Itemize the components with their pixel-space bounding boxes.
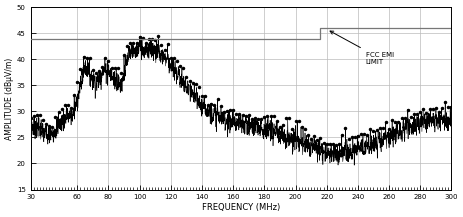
Y-axis label: AMPLITUDE (dBμV/m): AMPLITUDE (dBμV/m) [5,57,14,140]
Text: FCC EMI
LIMIT: FCC EMI LIMIT [330,31,394,65]
X-axis label: FREQUENCY (MHz): FREQUENCY (MHz) [202,203,280,212]
